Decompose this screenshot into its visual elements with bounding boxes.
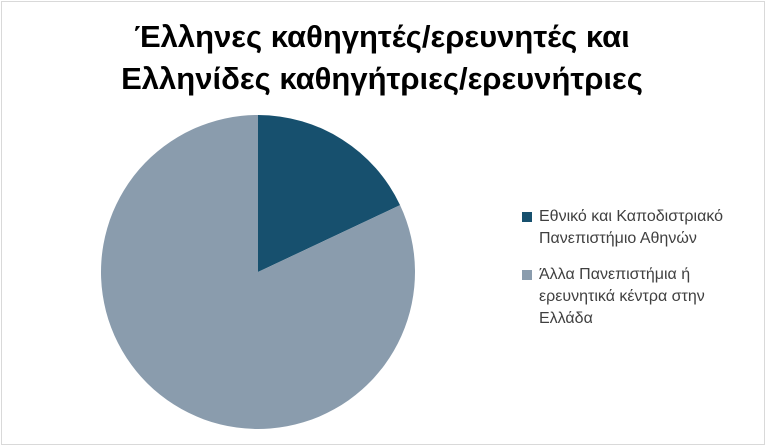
pie-slice-ekpa: [258, 115, 401, 272]
legend-label-ekpa: Εθνικό και Καποδιστριακό Πανεπιστήμιο Αθ…: [539, 208, 724, 247]
chart-legend: Εθνικό και Καποδιστριακό Πανεπιστήμιο Αθ…: [522, 206, 762, 344]
legend-label-other: Άλλα Πανεπιστήμια ή ερευνητικά κέντρα στ…: [539, 266, 705, 327]
legend-item-other: Άλλα Πανεπιστήμια ή ερευνητικά κέντρα στ…: [522, 264, 762, 330]
chart-title-line-2: Ελληνίδες καθηγήτριες/ερευνήτριες: [121, 61, 643, 96]
pie-chart: [101, 115, 415, 429]
legend-swatch-other: [522, 270, 532, 280]
legend-swatch-ekpa: [522, 212, 532, 222]
chart-title-line-1: Έλληνες καθηγητές/ερευνητές και: [134, 19, 630, 54]
chart-title: Έλληνες καθηγητές/ερευνητές και Ελληνίδε…: [62, 16, 702, 100]
pie-slice-other: [101, 115, 415, 429]
legend-item-ekpa: Εθνικό και Καποδιστριακό Πανεπιστήμιο Αθ…: [522, 206, 762, 250]
